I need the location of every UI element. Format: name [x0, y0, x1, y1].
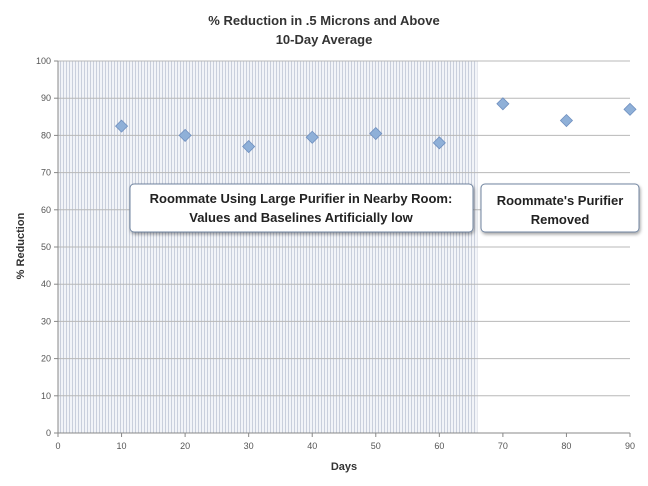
data-point — [178, 128, 192, 142]
chart-subtitle: 10-Day Average — [276, 32, 373, 47]
x-axis-label: Days — [331, 461, 357, 473]
y-tick-label: 0 — [46, 428, 51, 438]
x-tick-label: 50 — [371, 441, 381, 451]
x-tick-label: 90 — [625, 441, 635, 451]
annotation-purifier-removed-line2: Removed — [531, 212, 590, 227]
y-tick-label: 20 — [41, 354, 51, 364]
data-point — [623, 102, 637, 116]
data-point — [559, 113, 574, 128]
x-tick-label: 40 — [307, 441, 317, 451]
y-tick-label: 60 — [41, 205, 51, 215]
x-tick-label: 20 — [180, 441, 190, 451]
data-point — [496, 97, 510, 111]
annotation-purifier-removed — [480, 183, 640, 233]
x-tick-label: 0 — [55, 441, 60, 451]
chart-title: % Reduction in .5 Microns and Above — [208, 13, 439, 28]
x-tick-label: 10 — [117, 441, 127, 451]
y-tick-label: 90 — [41, 93, 51, 103]
data-point — [305, 130, 319, 144]
annotation-purifier-nearby — [129, 183, 474, 233]
y-tick-label: 70 — [41, 168, 51, 178]
y-tick-label: 10 — [41, 391, 51, 401]
annotation-purifier-nearby-line1: Roommate Using Large Purifier in Nearby … — [150, 191, 453, 206]
data-point — [369, 126, 383, 141]
data-point — [432, 136, 446, 150]
y-tick-label: 30 — [41, 316, 51, 326]
y-tick-label: 40 — [41, 279, 51, 289]
x-tick-label: 70 — [498, 441, 508, 451]
data-point — [242, 139, 256, 154]
y-tick-label: 80 — [41, 130, 51, 140]
y-tick-label: 50 — [41, 242, 51, 252]
x-tick-label: 80 — [561, 441, 571, 451]
x-tick-label: 30 — [244, 441, 254, 451]
data-point — [114, 119, 129, 133]
y-tick-label: 100 — [36, 56, 51, 66]
y-axis-label: % Reduction — [15, 212, 27, 279]
annotation-purifier-nearby-line2: Values and Baselines Artificially low — [189, 210, 413, 225]
annotation-purifier-removed-line1: Roommate's Purifier — [497, 193, 624, 208]
x-tick-label: 60 — [434, 441, 444, 451]
